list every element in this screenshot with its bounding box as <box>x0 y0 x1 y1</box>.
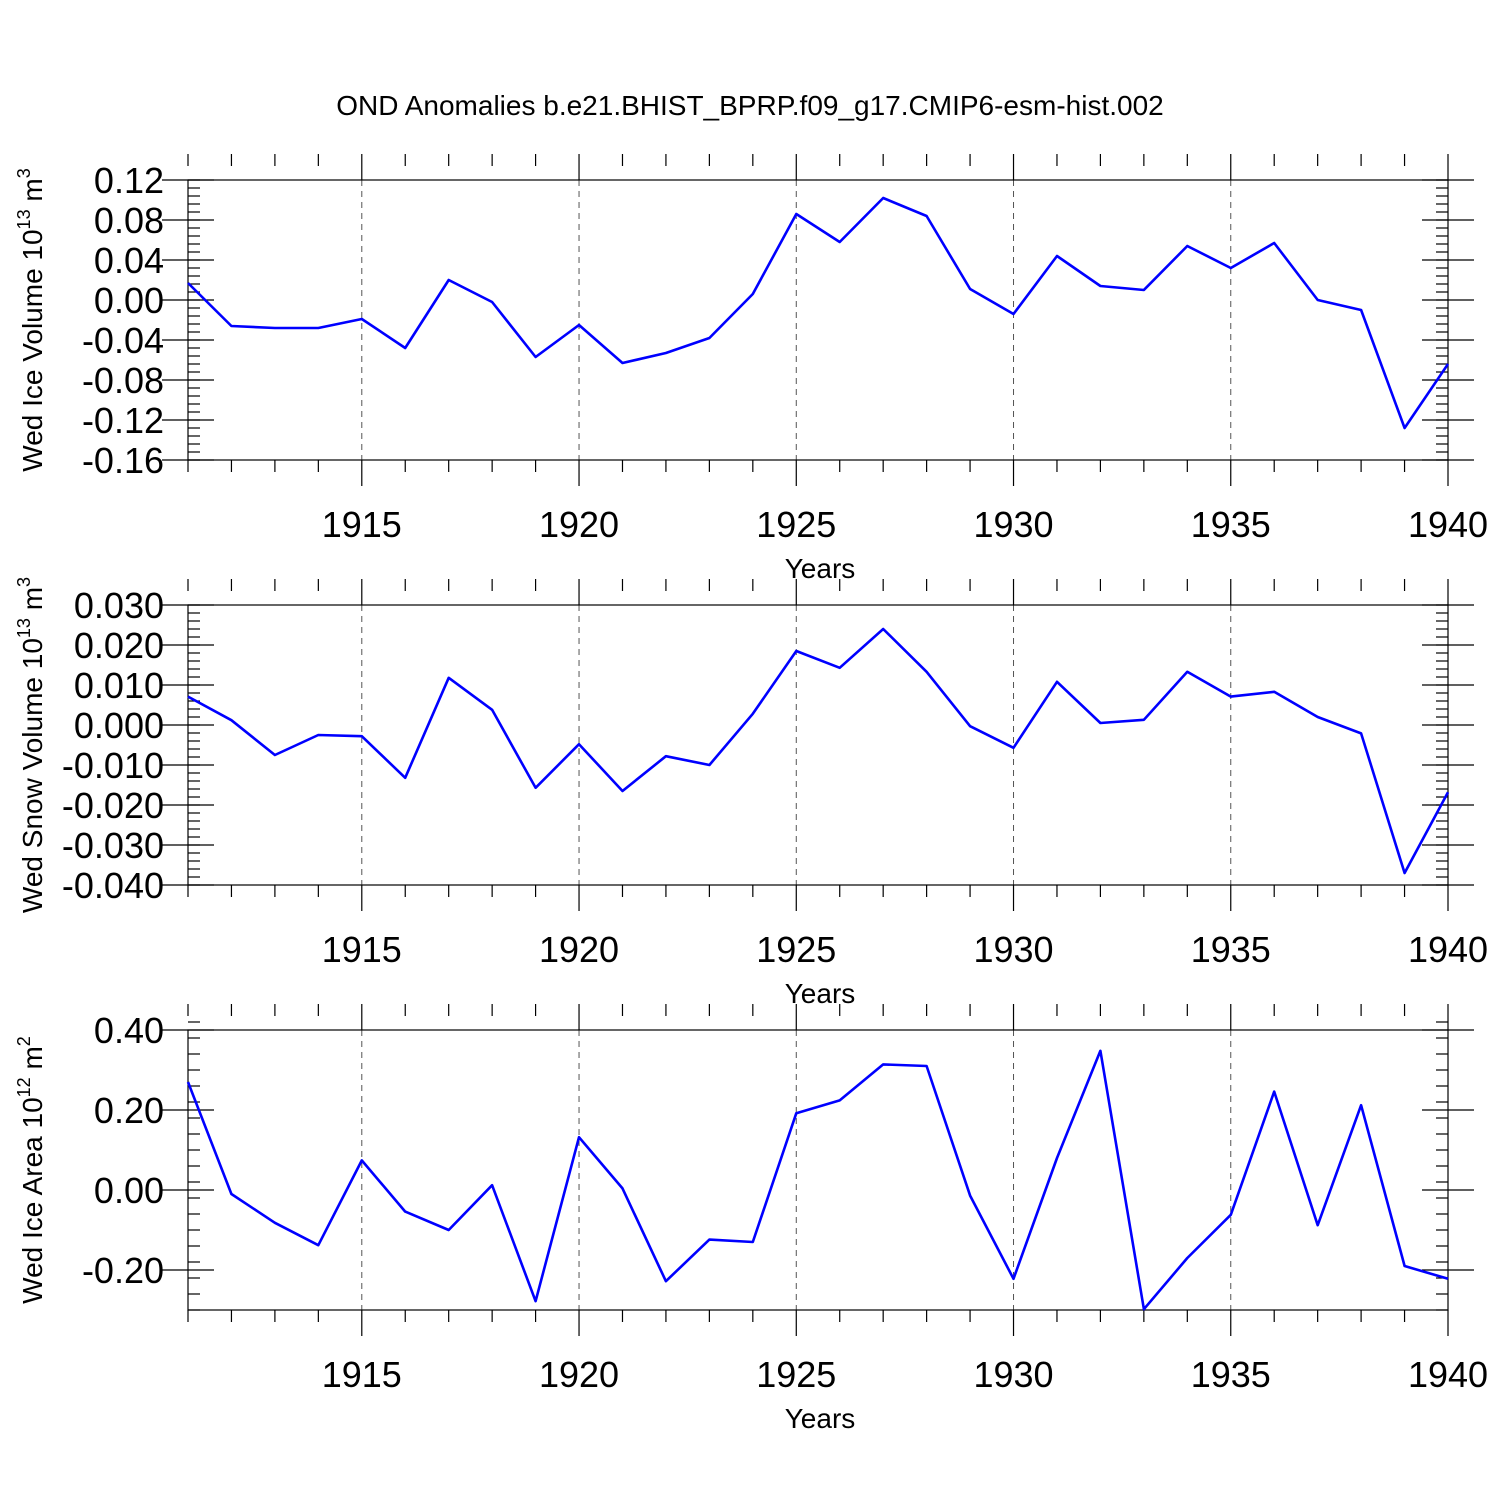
ice-volume-x-tick-label: 1925 <box>756 504 836 545</box>
snow-volume-x-tick-label: 1930 <box>973 929 1053 970</box>
ice-volume-y-axis-label: Wed Ice Volume 1013 m3 <box>14 168 48 471</box>
snow-volume-y-tick-label: 0.010 <box>74 665 164 706</box>
snow-volume-y-tick-label: 0.000 <box>74 705 164 746</box>
ice-volume-y-tick-label: 0.00 <box>94 280 164 321</box>
panel-snow-volume: -0.040-0.030-0.020-0.0100.0000.0100.0200… <box>14 577 1488 1009</box>
ice-area-y-axis-label-unit-exp: 2 <box>14 1036 34 1046</box>
ice-volume-y-axis-label-exp: 13 <box>14 209 34 229</box>
snow-volume-series-line <box>187 627 1450 875</box>
snow-volume-x-axis-label: Years <box>785 978 856 1009</box>
snow-volume-y-axis-label-exp: 13 <box>14 618 34 638</box>
ice-volume-y-tick-label: 0.08 <box>94 200 164 241</box>
snow-volume-y-tick-label: -0.040 <box>62 865 164 906</box>
ice-area-y-axis-label: Wed Ice Area 1012 m2 <box>14 1036 48 1304</box>
ice-volume-x-tick-label: 1940 <box>1408 504 1488 545</box>
ice-volume-y-tick-label: -0.16 <box>82 440 164 481</box>
snow-volume-x-tick-label: 1915 <box>322 929 402 970</box>
ice-volume-x-tick-label: 1935 <box>1191 504 1271 545</box>
ice-area-x-tick-label: 1930 <box>973 1354 1053 1395</box>
ice-volume-x-tick-label: 1915 <box>322 504 402 545</box>
ice-area-y-axis-label-text: Wed Ice Area 10 <box>17 1097 48 1304</box>
ice-volume-y-tick-label: 0.12 <box>94 160 164 201</box>
ice-volume-y-tick-label: -0.12 <box>82 400 164 441</box>
snow-volume-x-tick-label: 1935 <box>1191 929 1271 970</box>
panel-ice-volume: -0.16-0.12-0.08-0.040.000.040.080.12 1915… <box>14 154 1488 584</box>
snow-volume-y-tick-label: -0.020 <box>62 785 164 826</box>
snow-volume-y-tick-label: 0.020 <box>74 625 164 666</box>
snow-volume-y-axis-label-unit: m <box>17 587 48 618</box>
ice-area-x-tick-label: 1920 <box>539 1354 619 1395</box>
ice-volume-y-axis-label-unit: m <box>17 178 48 209</box>
ice-area-y-tick-label: 0.00 <box>94 1170 164 1211</box>
ice-volume-y-axis-label-unit-exp: 3 <box>14 168 34 178</box>
ice-area-x-tick-label: 1940 <box>1408 1354 1488 1395</box>
snow-volume-x-tick-label: 1920 <box>539 929 619 970</box>
ice-area-x-tick-label: 1925 <box>756 1354 836 1395</box>
ice-volume-x-tick-label: 1920 <box>539 504 619 545</box>
ice-area-x-axis-label: Years <box>785 1403 856 1434</box>
ice-area-x-tick-label: 1935 <box>1191 1354 1271 1395</box>
ice-volume-y-tick-label: -0.08 <box>82 360 164 401</box>
ice-area-plot-frame <box>187 1029 1449 1311</box>
ice-volume-series-line <box>187 196 1450 430</box>
ice-area-y-tick-label: 0.40 <box>94 1010 164 1051</box>
snow-volume-x-tick-label: 1925 <box>756 929 836 970</box>
ice-volume-y-tick-label: 0.04 <box>94 240 164 281</box>
ice-volume-y-axis-label-text: Wed Ice Volume 10 <box>17 229 48 471</box>
ice-volume-x-axis-label: Years <box>785 553 856 584</box>
snow-volume-x-tick-label: 1940 <box>1408 929 1488 970</box>
panel-ice-area: -0.20 0.00 0.20 0.40 1915 1920 1925 1930 1935 194… <box>14 1004 1488 1434</box>
ice-area-y-tick-label: -0.20 <box>82 1250 164 1291</box>
snow-volume-y-tick-label: 0.030 <box>74 585 164 626</box>
ice-area-x-tick-label: 1915 <box>322 1354 402 1395</box>
ice-area-y-axis-label-exp: 12 <box>14 1077 34 1097</box>
snow-volume-y-axis-label-text: Wed Snow Volume 10 <box>17 638 48 913</box>
snow-volume-y-tick-label: -0.010 <box>62 745 164 786</box>
ice-area-y-tick-label: 0.20 <box>94 1090 164 1131</box>
ice-volume-plot-frame <box>187 179 1449 461</box>
snow-volume-y-axis-label-unit-exp: 3 <box>14 577 34 587</box>
snow-volume-plot-frame <box>187 604 1449 886</box>
ice-volume-y-tick-label: -0.04 <box>82 320 164 361</box>
snow-volume-y-tick-label: -0.030 <box>62 825 164 866</box>
ice-area-series-line <box>186 1049 1449 1311</box>
ice-volume-x-tick-label: 1930 <box>973 504 1053 545</box>
ice-area-y-axis-label-unit: m <box>17 1046 48 1077</box>
snow-volume-y-axis-label: Wed Snow Volume 1013 m3 <box>14 577 48 913</box>
chart-title: OND Anomalies b.e21.BHIST_BPRP.f09_g17.C… <box>336 90 1163 121</box>
